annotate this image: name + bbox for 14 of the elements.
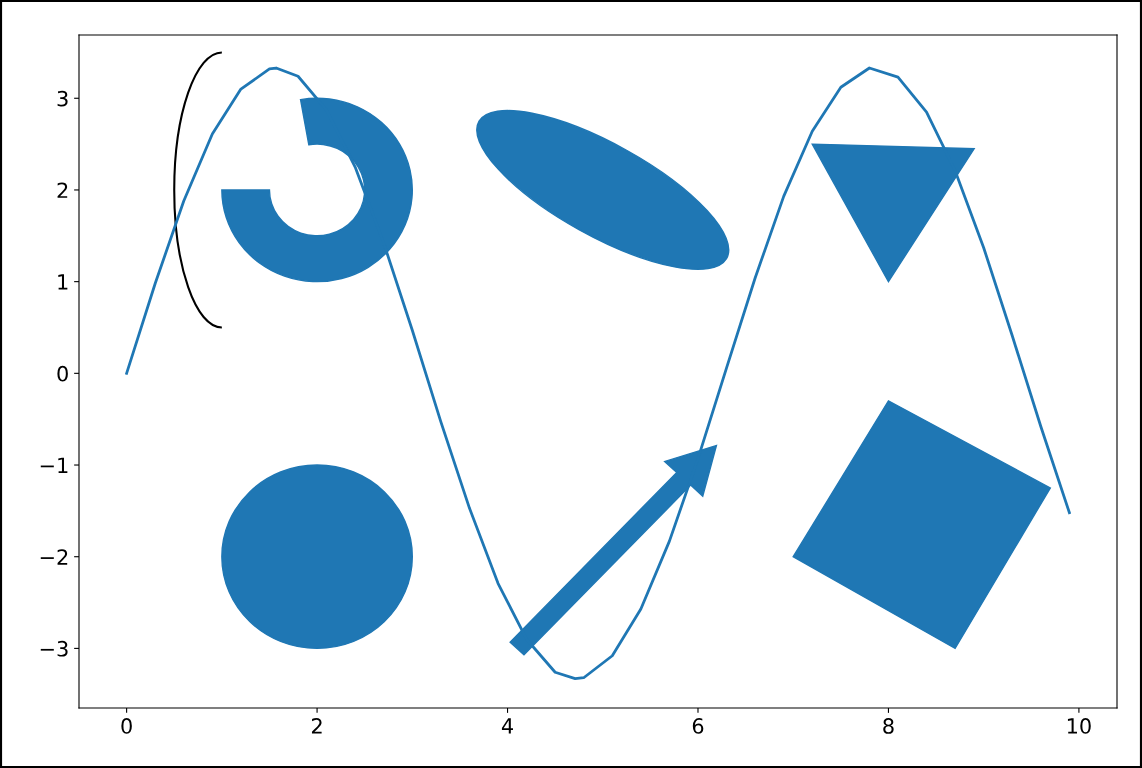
x-tick-label: 0 bbox=[121, 718, 132, 734]
y-tick-label: 1 bbox=[58, 274, 68, 290]
y-tick-label: 3 bbox=[57, 90, 68, 107]
x-tick-label: 10 bbox=[1067, 718, 1091, 734]
line-series bbox=[125, 66, 1071, 681]
y-tick-label: −2 bbox=[40, 549, 68, 565]
x-tick-label: 4 bbox=[501, 718, 513, 734]
x-tick-label: 8 bbox=[883, 718, 894, 734]
x-tick-label: 6 bbox=[692, 718, 704, 734]
y-tick-label: −1 bbox=[40, 457, 68, 473]
y-tick-label: 2 bbox=[57, 182, 68, 198]
x-tick-label: 2 bbox=[311, 718, 322, 734]
y-tick-label: 0 bbox=[57, 365, 68, 382]
y-tick-label: −3 bbox=[40, 640, 68, 657]
